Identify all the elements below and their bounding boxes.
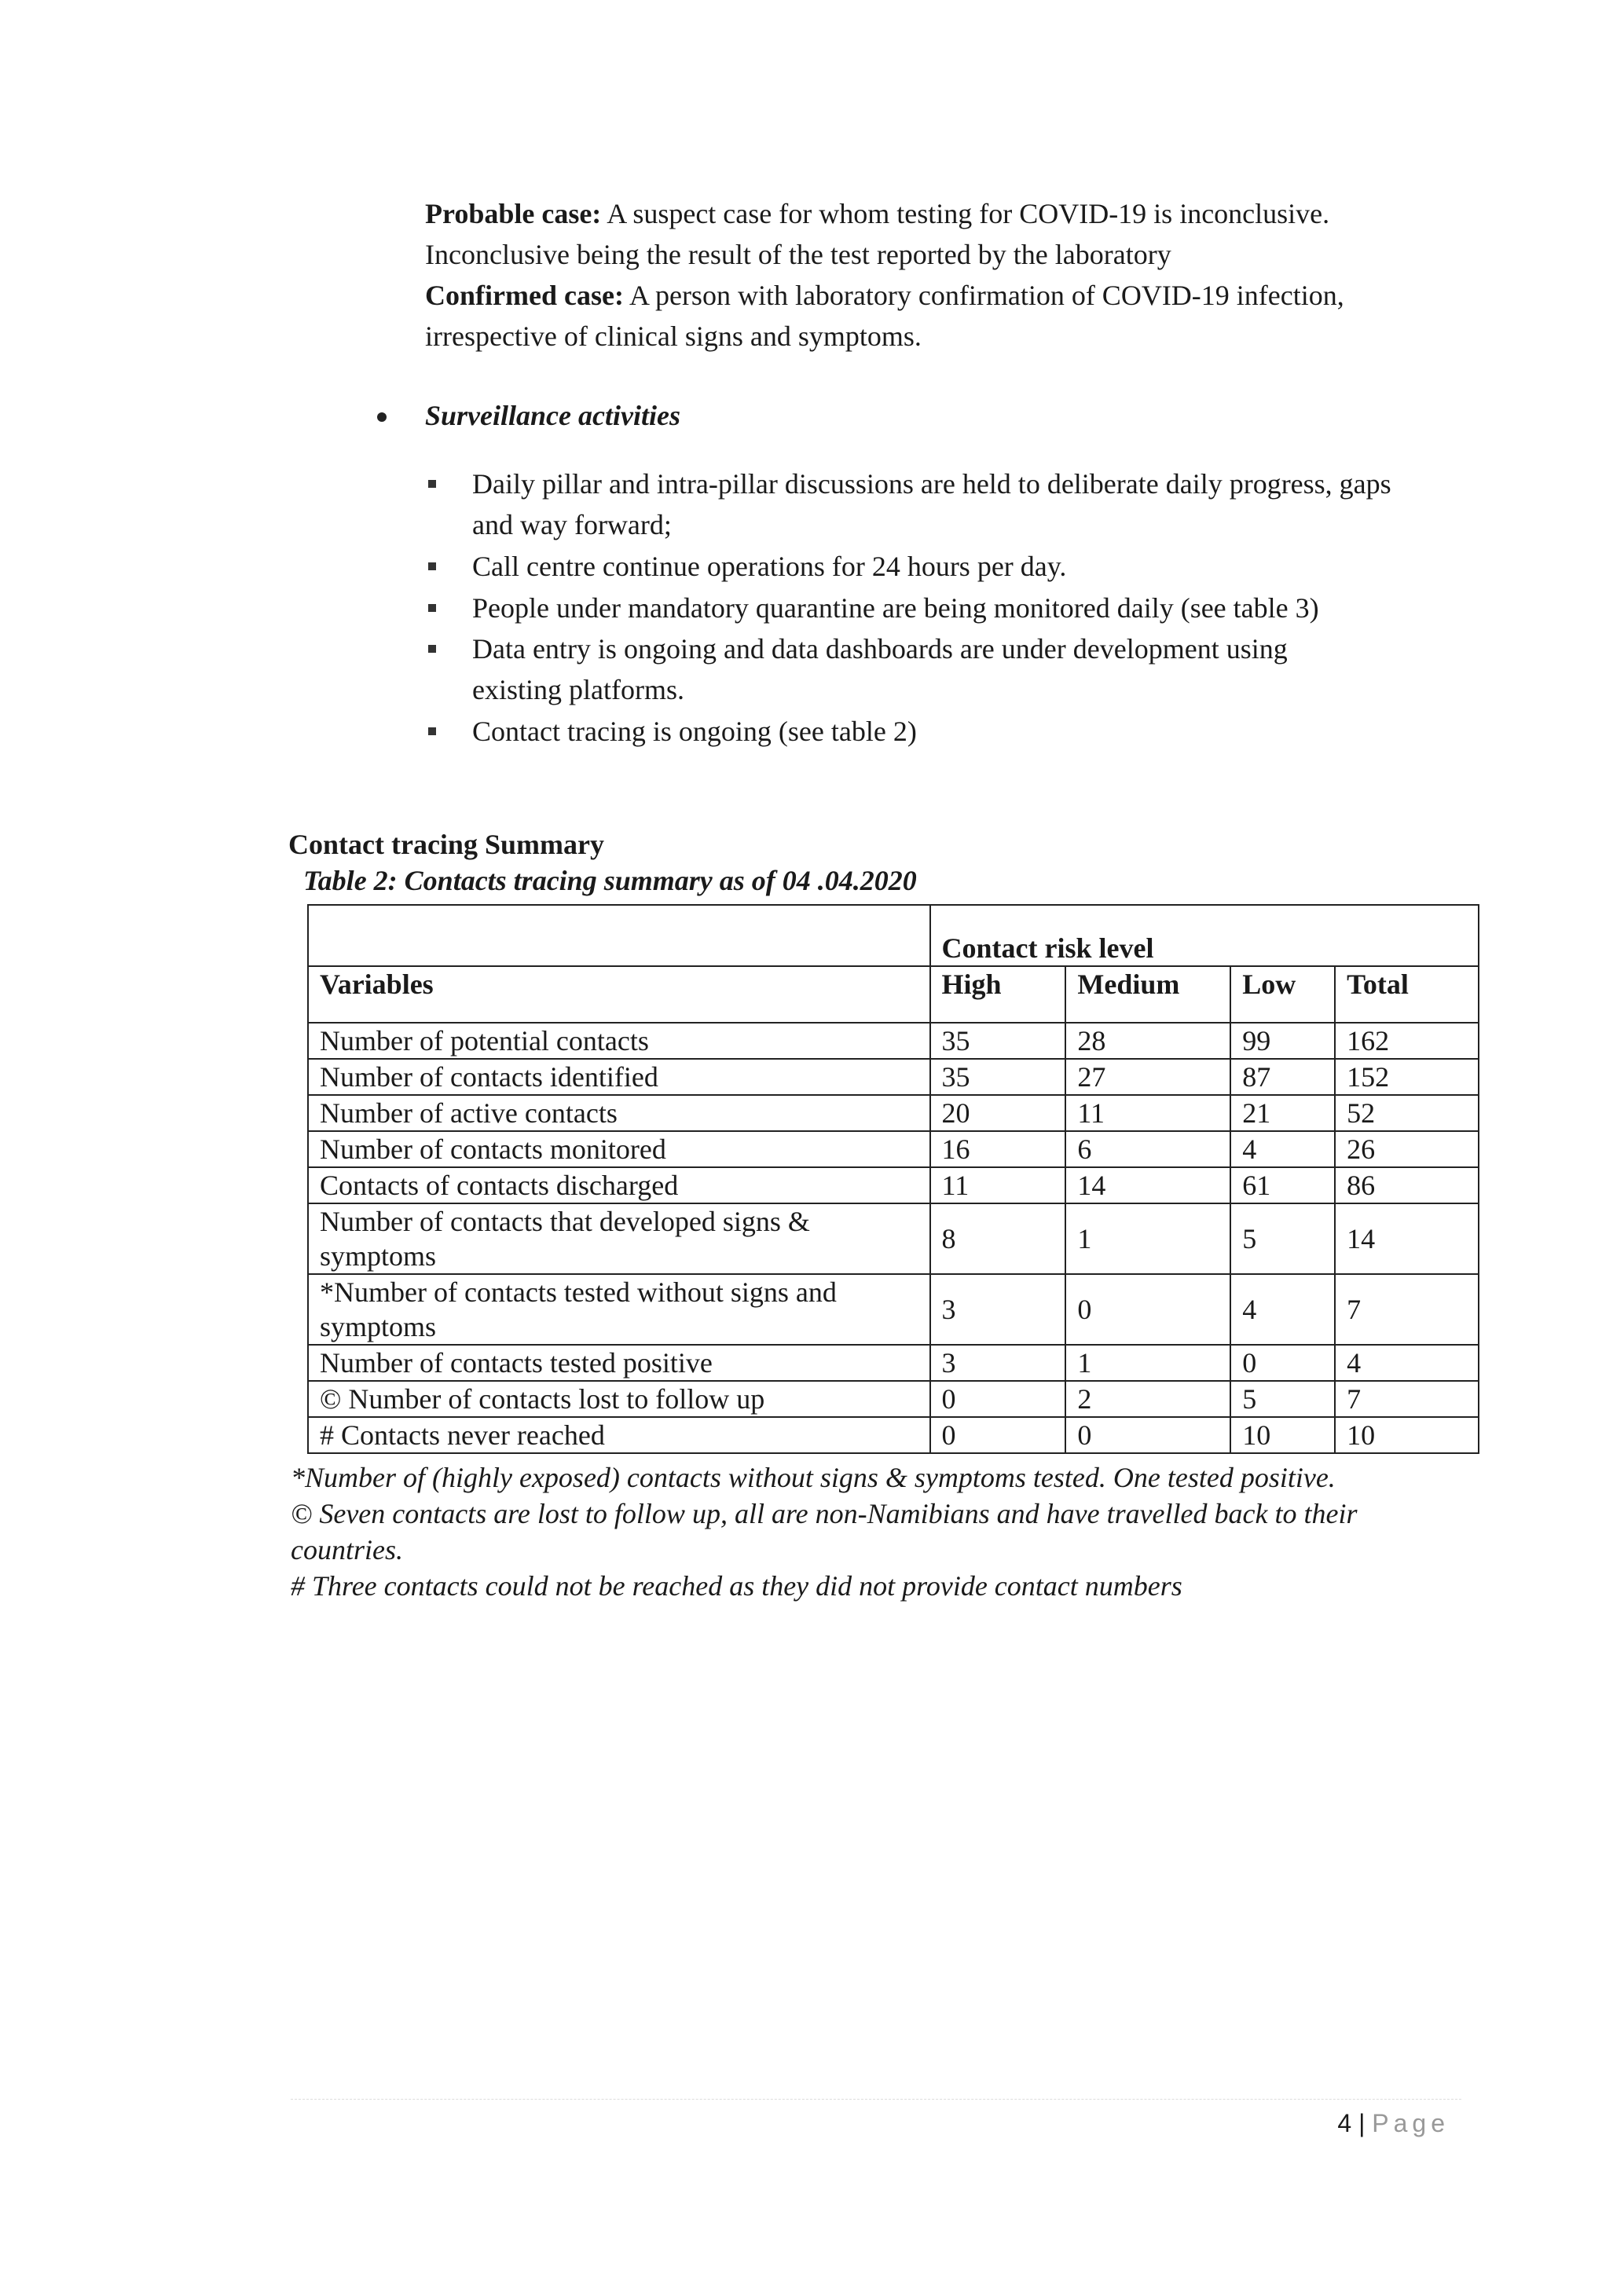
bullet-icon [377, 412, 387, 422]
note: © Seven contacts are lost to follow up, … [291, 1498, 1358, 1565]
table-row: © Number of contacts lost to follow up 0 2… [307, 1380, 1479, 1418]
table-row: *Number of contacts tested without signs… [307, 1273, 1479, 1346]
list-item: Contact tracing is ongoing (see table 2) [472, 716, 917, 747]
value-cell: 61 [1230, 1166, 1336, 1204]
value-cell: 8 [929, 1203, 1067, 1275]
page-number: 4 [1337, 2109, 1352, 2137]
list-item: Daily pillar and intra-pillar discussion… [472, 468, 1391, 540]
variable-cell: Number of potential contacts [307, 1022, 931, 1060]
definition-text: A person with laboratory confirmation of… [425, 280, 1344, 352]
page-label: Page [1372, 2109, 1450, 2137]
table-row: Number of contacts that developed signs … [307, 1203, 1479, 1275]
value-cell: 1 [1065, 1203, 1232, 1275]
square-bullet-icon [428, 604, 436, 612]
note: # Three contacts could not be reached as… [291, 1570, 1182, 1602]
variable-cell: Number of active contacts [307, 1094, 931, 1132]
value-cell: 5 [1230, 1380, 1336, 1418]
variable-cell: Contacts of contacts discharged [307, 1166, 931, 1204]
column-header: High [929, 965, 1067, 1023]
value-cell: 1 [1065, 1344, 1232, 1382]
variable-cell: # Contacts never reached [307, 1416, 931, 1454]
list-item: Call centre continue operations for 24 h… [472, 551, 1067, 582]
table-row: Number of active contacts 20 11 21 52 [307, 1094, 1479, 1132]
page-footer: 4 | Page [1337, 2109, 1450, 2138]
table-row: # Contacts never reached 0 0 10 10 [307, 1416, 1479, 1454]
value-cell: 14 [1065, 1166, 1232, 1204]
table-notes: *Number of (highly exposed) contacts wit… [291, 1459, 1516, 1604]
value-cell: 11 [929, 1166, 1067, 1204]
value-cell: 28 [1065, 1022, 1232, 1060]
variable-cell: Number of contacts monitored [307, 1130, 931, 1168]
value-cell: 0 [1065, 1416, 1232, 1454]
group-header: Contact risk level [929, 904, 1480, 967]
value-cell: 7 [1334, 1273, 1479, 1346]
list-item: People under mandatory quarantine are be… [472, 592, 1319, 624]
table-row: Number of potential contacts 35 28 99 162 [307, 1022, 1479, 1060]
value-cell: 99 [1230, 1022, 1336, 1060]
note: *Number of (highly exposed) contacts wit… [291, 1462, 1336, 1493]
value-cell: 35 [929, 1058, 1067, 1096]
contact-tracing-table: Contact risk level Variables High Medium… [307, 904, 1480, 1454]
table-row: Contacts of contacts discharged 11 14 61 86 [307, 1166, 1479, 1204]
value-cell: 6 [1065, 1130, 1232, 1168]
value-cell: 10 [1334, 1416, 1479, 1454]
list-item: Data entry is ongoing and data dashboard… [472, 633, 1288, 705]
value-cell: 3 [929, 1344, 1067, 1382]
value-cell: 87 [1230, 1058, 1336, 1096]
value-cell: 35 [929, 1022, 1067, 1060]
value-cell: 21 [1230, 1094, 1336, 1132]
value-cell: 27 [1065, 1058, 1232, 1096]
value-cell: 0 [929, 1380, 1067, 1418]
value-cell: 152 [1334, 1058, 1479, 1096]
term: Confirmed case: [425, 280, 624, 311]
value-cell: 20 [929, 1094, 1067, 1132]
variable-cell: Number of contacts identified [307, 1058, 931, 1096]
table-row: Number of contacts monitored 16 6 4 26 [307, 1130, 1479, 1168]
value-cell: 4 [1230, 1273, 1336, 1346]
column-header: Total [1334, 965, 1479, 1023]
column-header: Variables [307, 965, 931, 1023]
separator: | [1358, 2109, 1366, 2137]
footer-divider [291, 2099, 1461, 2100]
value-cell: 52 [1334, 1094, 1479, 1132]
definition-text: A suspect case for whom testing for COVI… [425, 198, 1330, 270]
value-cell: 11 [1065, 1094, 1232, 1132]
variable-cell: Number of contacts tested positive [307, 1344, 931, 1382]
surveillance-heading: Surveillance activities [425, 400, 680, 431]
value-cell: 4 [1230, 1130, 1336, 1168]
value-cell: 86 [1334, 1166, 1479, 1204]
square-bullet-icon [428, 562, 436, 570]
value-cell: 162 [1334, 1022, 1479, 1060]
table-caption: Table 2: Contacts tracing summary as of … [303, 865, 917, 896]
column-header: Low [1230, 965, 1336, 1023]
value-cell: 2 [1065, 1380, 1232, 1418]
table-row: Number of contacts tested positive 3 1 0 4 [307, 1344, 1479, 1382]
value-cell: 16 [929, 1130, 1067, 1168]
variable-cell: *Number of contacts tested without signs… [307, 1273, 931, 1346]
value-cell: 7 [1334, 1380, 1479, 1418]
square-bullet-icon [428, 727, 436, 735]
value-cell: 4 [1334, 1344, 1479, 1382]
column-header: Medium [1065, 965, 1232, 1023]
definition-probable: Probable case: A suspect case for whom t… [425, 193, 1462, 275]
square-bullet-icon [428, 480, 436, 488]
term: Probable case: [425, 198, 602, 229]
definition-confirmed: Confirmed case: A person with laboratory… [425, 275, 1462, 357]
value-cell: 14 [1334, 1203, 1479, 1275]
section-title: Contact tracing Summary [288, 829, 604, 860]
table-group-header-row: Contact risk level [307, 904, 1480, 967]
variable-cell: © Number of contacts lost to follow up [307, 1380, 931, 1418]
table-header-row: Variables High Medium Low Total [307, 965, 1479, 1023]
value-cell: 0 [1230, 1344, 1336, 1382]
empty-cell [307, 904, 931, 967]
value-cell: 26 [1334, 1130, 1479, 1168]
value-cell: 10 [1230, 1416, 1336, 1454]
variable-cell: Number of contacts that developed signs … [307, 1203, 931, 1275]
table-row: Number of contacts identified 35 27 87 152 [307, 1058, 1479, 1096]
square-bullet-icon [428, 645, 436, 653]
value-cell: 3 [929, 1273, 1067, 1346]
value-cell: 0 [929, 1416, 1067, 1454]
value-cell: 5 [1230, 1203, 1336, 1275]
value-cell: 0 [1065, 1273, 1232, 1346]
